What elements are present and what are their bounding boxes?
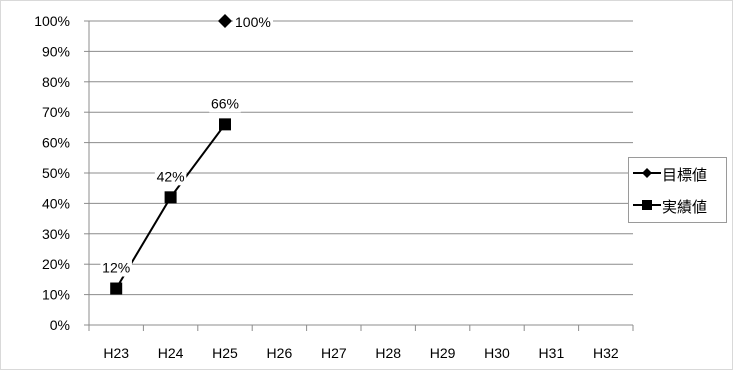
square-marker-icon [633, 200, 661, 210]
x-tick-label: H32 [593, 345, 619, 361]
diamond-marker-icon [633, 168, 661, 178]
y-tick-label: 20% [42, 256, 70, 272]
data-label-bg [154, 167, 187, 186]
x-tick-label: H30 [484, 345, 510, 361]
y-tick-label: 60% [42, 135, 70, 151]
series-layer [110, 14, 232, 295]
y-tick-label: 10% [42, 287, 70, 303]
y-tick-labels: 0% 10% 20% 30% 40% 50% 60% 70% 80% 90% 100% [34, 13, 70, 333]
legend-item-target: 目標値 [629, 160, 728, 190]
y-tick-label: 0% [50, 317, 70, 333]
gridlines [89, 20, 633, 296]
x-tick-label: H26 [267, 345, 293, 361]
legend-label-actual: 実績値 [662, 198, 708, 216]
data-label-bg [233, 13, 273, 31]
x-tick-labels: H23 H24 H25 H26 H27 H28 H29 H30 H31 H32 [103, 345, 618, 361]
legend: 目標値 実績値 [628, 157, 727, 223]
y-tick-label: 70% [42, 104, 70, 120]
y-tick-label: 100% [34, 13, 70, 29]
x-tick-label: H27 [321, 345, 347, 361]
legend-item-actual: 実績値 [629, 192, 728, 222]
data-label-bg [209, 94, 241, 113]
square-marker [219, 118, 231, 131]
y-tick-label: 50% [42, 165, 70, 181]
data-label-bg [100, 258, 132, 277]
x-tick-label: H31 [539, 345, 565, 361]
square-marker [110, 282, 123, 295]
legend-label-target: 目標値 [662, 166, 708, 184]
x-tick-label: H28 [375, 345, 401, 361]
square-marker [164, 191, 177, 204]
data-labels: 100% 12% 42% 66% [100, 13, 273, 277]
x-tick-label: H29 [430, 345, 456, 361]
x-tick-label: H25 [212, 345, 238, 361]
x-tick-label: H24 [158, 345, 184, 361]
x-tick-label: H23 [103, 345, 129, 361]
data-label: 100% [235, 14, 271, 30]
diamond-marker [218, 14, 232, 28]
data-label: 12% [102, 260, 130, 276]
data-label: 66% [211, 95, 239, 111]
axes [84, 20, 634, 331]
y-tick-label: 80% [42, 74, 70, 90]
y-tick-label: 40% [42, 195, 70, 211]
y-tick-label: 90% [42, 43, 70, 59]
data-label: 42% [157, 168, 185, 184]
y-tick-label: 30% [42, 226, 70, 242]
